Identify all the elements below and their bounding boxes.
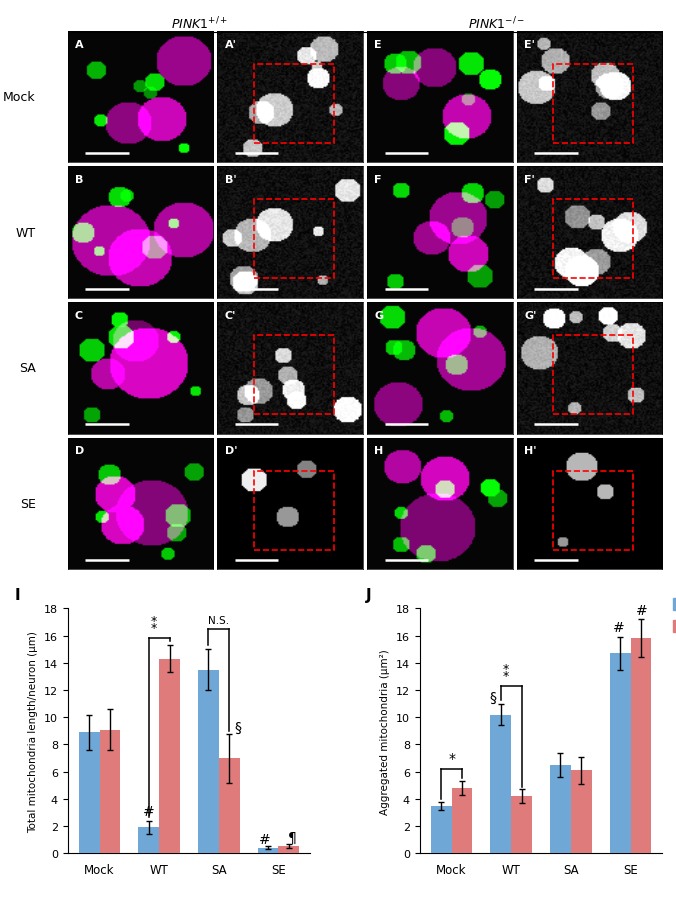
Bar <box>159 659 180 853</box>
Bar <box>254 200 334 279</box>
Text: *: * <box>151 621 157 635</box>
Y-axis label: Total mitochondria length/neuron (μm): Total mitochondria length/neuron (μm) <box>28 630 39 832</box>
Text: #: # <box>636 603 648 617</box>
Bar <box>610 654 631 853</box>
Bar <box>554 64 633 144</box>
Text: A': A' <box>224 40 237 50</box>
Text: H': H' <box>525 446 537 456</box>
Bar <box>198 670 219 853</box>
Text: E': E' <box>525 40 535 50</box>
Text: E: E <box>375 40 382 50</box>
Bar <box>431 805 452 853</box>
Bar <box>99 730 120 853</box>
Text: B: B <box>75 175 83 185</box>
Text: *: * <box>448 751 455 765</box>
Text: C: C <box>75 311 83 321</box>
Text: D': D' <box>224 446 237 456</box>
Text: H: H <box>375 446 384 456</box>
Bar <box>254 336 334 414</box>
Text: A: A <box>75 40 84 50</box>
Text: C': C' <box>224 311 236 321</box>
Text: B': B' <box>224 175 237 185</box>
Text: N.S.: N.S. <box>208 615 229 625</box>
Text: ¶: ¶ <box>287 830 296 843</box>
Bar <box>452 788 473 853</box>
Text: $\it{PINK1}^{-/-}$: $\it{PINK1}^{-/-}$ <box>468 15 525 32</box>
Bar <box>279 846 299 853</box>
Bar <box>139 827 159 853</box>
Bar <box>254 64 334 144</box>
Text: #: # <box>259 832 271 846</box>
Text: #: # <box>143 804 155 818</box>
Text: §: § <box>489 690 496 703</box>
Bar <box>550 765 571 853</box>
Text: SA: SA <box>19 362 36 375</box>
Y-axis label: Aggregated mitochondria (μm²): Aggregated mitochondria (μm²) <box>381 648 390 814</box>
Bar <box>254 471 334 550</box>
Bar <box>490 715 511 853</box>
Bar <box>554 200 633 279</box>
Text: G': G' <box>525 311 537 321</box>
Text: F': F' <box>525 175 535 185</box>
Bar <box>554 471 633 550</box>
Text: *: * <box>151 615 157 628</box>
Bar <box>571 770 592 853</box>
Text: *: * <box>503 669 509 682</box>
Bar <box>554 336 633 414</box>
Text: G: G <box>375 311 383 321</box>
Text: *: * <box>503 663 509 675</box>
Text: F: F <box>375 175 382 185</box>
Text: SE: SE <box>20 498 36 510</box>
Text: WT: WT <box>16 227 36 239</box>
Text: J: J <box>366 587 372 602</box>
Text: Mock: Mock <box>3 91 36 104</box>
Text: $\it{PINK1}^{+/+}$: $\it{PINK1}^{+/+}$ <box>171 15 228 32</box>
Text: I: I <box>14 587 20 602</box>
Bar <box>219 759 240 853</box>
Legend: $\it{PINK1}^{+/+}$, $\it{PINK1}^{-/-}$: $\it{PINK1}^{+/+}$, $\it{PINK1}^{-/-}$ <box>673 595 676 634</box>
Bar <box>511 796 532 853</box>
Bar <box>258 848 279 853</box>
Text: D: D <box>75 446 84 456</box>
Text: #: # <box>613 620 625 635</box>
Bar <box>78 732 99 853</box>
Bar <box>631 638 652 853</box>
Text: §: § <box>234 720 241 734</box>
